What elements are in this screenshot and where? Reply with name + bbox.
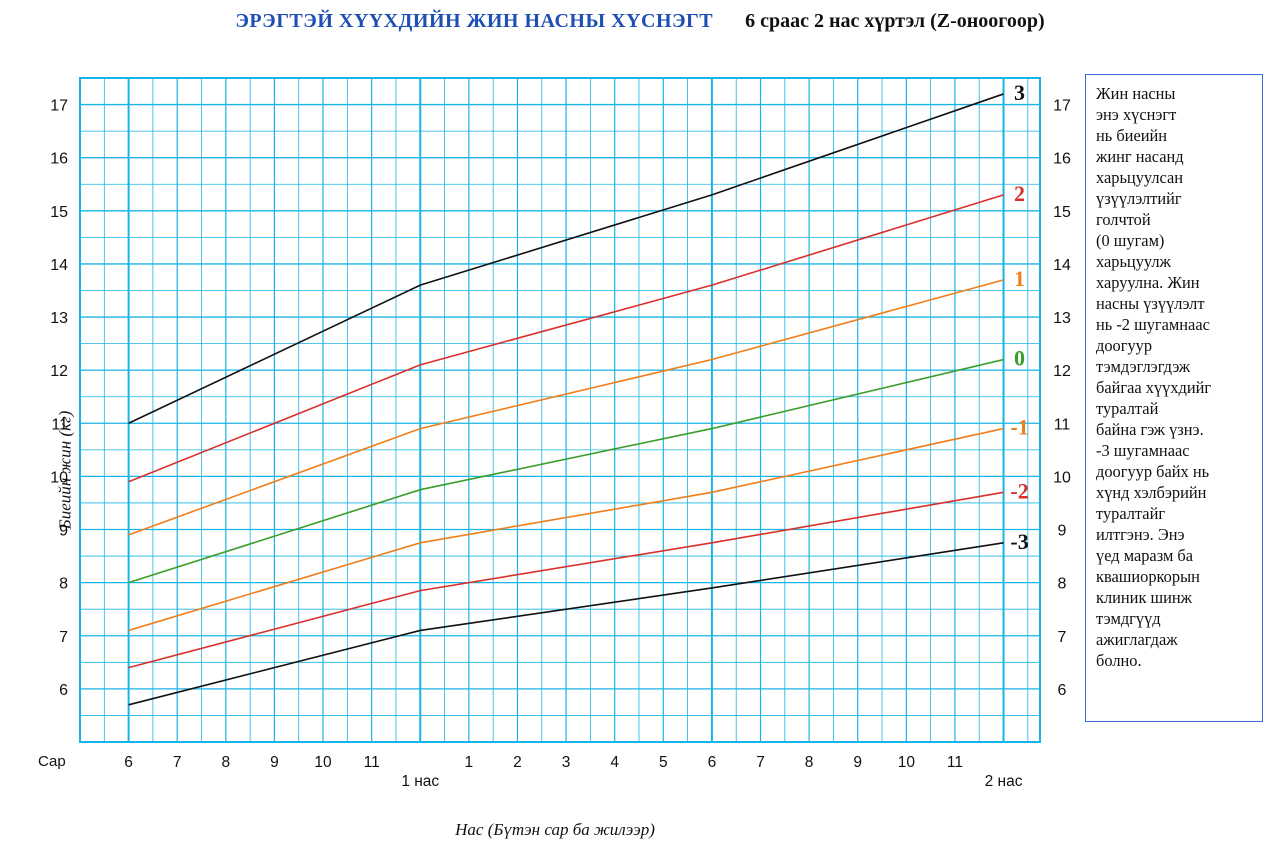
note-line: туралтай (1096, 399, 1159, 418)
note-line: (0 шугам) (1096, 231, 1165, 250)
series-label-2: 2 (1014, 181, 1025, 206)
x-year-label: 2 нас (985, 773, 1023, 790)
y-tick-label: 15 (50, 204, 68, 221)
y-tick-label: 10 (50, 469, 68, 486)
series-line--3 (128, 542, 1004, 706)
y-tick-label-right: 6 (1058, 682, 1067, 699)
chart-title: ЭРЭГТЭЙ ХҮҮХДИЙН ЖИН НАСНЫ ХҮСНЭГТ 6 сра… (0, 10, 1280, 33)
note-line: нь биеийн (1096, 126, 1168, 145)
y-tick-label: 11 (51, 416, 68, 433)
x-tick-label: 4 (610, 754, 619, 771)
note-line: энэ хүснэгт (1096, 105, 1177, 124)
y-tick-label: 14 (50, 257, 68, 274)
series-line-0 (128, 358, 1004, 584)
y-tick-label: 8 (59, 576, 68, 593)
note-line: харуулна. Жин (1096, 273, 1200, 292)
note-line: илтгэнэ. Энэ (1096, 525, 1185, 544)
y-tick-label-right: 15 (1053, 204, 1071, 221)
series-line-3 (128, 93, 1004, 425)
chart-title-sub: 6 сраас 2 нас хүртэл (Z-оноогоор) (745, 10, 1045, 32)
series-label--1: -1 (1010, 415, 1028, 440)
series-line-2 (128, 194, 1004, 483)
note-line: квашиоркорын (1096, 567, 1200, 586)
x-tick-label: 9 (853, 754, 862, 771)
plot-border (79, 77, 1041, 743)
note-line: клиник шинж (1096, 588, 1193, 607)
note-line: Жин насны (1096, 84, 1176, 103)
y-tick-label: 17 (50, 98, 68, 115)
note-line: байгаа хүүхдийг (1096, 378, 1212, 397)
series-label--2: -2 (1010, 478, 1028, 503)
note-line: доогуур байх нь (1096, 462, 1210, 481)
note-line: тэмдгүүд (1096, 609, 1161, 628)
y-axis-label: Биеийн жин (кг) (55, 410, 75, 530)
grid (79, 77, 1041, 743)
x-tick-label: 3 (562, 754, 571, 771)
x-tick-label: 10 (898, 754, 916, 771)
note-line: харьцуулсан (1096, 168, 1184, 187)
note-line: тэмдэглэгдэж (1096, 357, 1191, 376)
x-tick-label: 8 (222, 754, 231, 771)
series-label--3: -3 (1010, 529, 1028, 554)
x-axis-label: Нас (Бүтэн сар ба жилээр) (455, 820, 655, 839)
series-label-3: 3 (1014, 80, 1025, 105)
note-line: ажиглагдаж (1096, 630, 1178, 649)
y-tick-label-right: 9 (1058, 523, 1067, 540)
y-tick-label: 16 (50, 151, 68, 168)
note-line: хүнд хэлбэрийн (1096, 483, 1207, 502)
y-tick-label: 9 (59, 523, 68, 540)
x-tick-label: 6 (124, 754, 133, 771)
note-line: үед маразм ба (1096, 546, 1194, 565)
x-tick-label: 11 (364, 754, 380, 771)
note-line: байна гэж үзнэ. (1096, 420, 1204, 439)
x-tick-label: 6 (708, 754, 717, 771)
y-tick-label: 13 (50, 310, 68, 327)
y-tick-label-right: 17 (1053, 98, 1071, 115)
series-line--1 (128, 427, 1004, 632)
x-tick-label: 11 (947, 754, 963, 771)
x-tick-label: 7 (756, 754, 765, 771)
y-tick-label-right: 16 (1053, 151, 1071, 168)
x-year-label: 1 нас (401, 773, 439, 790)
series-label-1: 1 (1014, 266, 1025, 291)
note-line: үзүүлэлтийг (1096, 189, 1182, 208)
x-tick-label: 5 (659, 754, 668, 771)
note-line: туралтайг (1096, 504, 1166, 523)
explanation-note: Жин насны энэ хүснэгт нь биеийн жинг насанд… (1085, 74, 1263, 722)
y-tick-label-right: 11 (1054, 416, 1071, 433)
note-line: -3 шугамнаас (1096, 441, 1190, 460)
y-tick-label: 12 (50, 363, 68, 380)
series-line-1 (128, 279, 1004, 536)
series-label-0: 0 (1014, 346, 1025, 371)
y-tick-label: 7 (59, 629, 68, 646)
x-tick-label: 10 (314, 754, 332, 771)
note-line: насны үзүүлэлт (1096, 294, 1205, 313)
note-line: нь -2 шугамнаас (1096, 315, 1210, 334)
series-line--2 (128, 491, 1004, 669)
y-tick-label-right: 8 (1058, 576, 1067, 593)
x-tick-label: 7 (173, 754, 182, 771)
note-line: болно. (1096, 651, 1142, 670)
x-axis-title: Сар (38, 753, 66, 770)
y-tick-label-right: 10 (1053, 469, 1071, 486)
note-line: доогуур (1096, 336, 1153, 355)
y-tick-label-right: 14 (1053, 257, 1071, 274)
series-lines (128, 93, 1004, 706)
note-line: голчтой (1096, 210, 1151, 229)
note-line: жинг насанд (1096, 147, 1184, 166)
y-tick-label-right: 12 (1053, 363, 1071, 380)
y-tick-label: 6 (59, 682, 68, 699)
x-tick-label: 1 (465, 754, 474, 771)
chart-title-main: ЭРЭГТЭЙ ХҮҮХДИЙН ЖИН НАСНЫ ХҮСНЭГТ (235, 10, 714, 32)
y-tick-label-right: 13 (1053, 310, 1071, 327)
y-tick-label-right: 7 (1058, 629, 1067, 646)
x-tick-label: 2 (513, 754, 522, 771)
note-line: харьцуулж (1096, 252, 1171, 271)
x-tick-label: 8 (805, 754, 814, 771)
x-tick-label: 9 (270, 754, 279, 771)
